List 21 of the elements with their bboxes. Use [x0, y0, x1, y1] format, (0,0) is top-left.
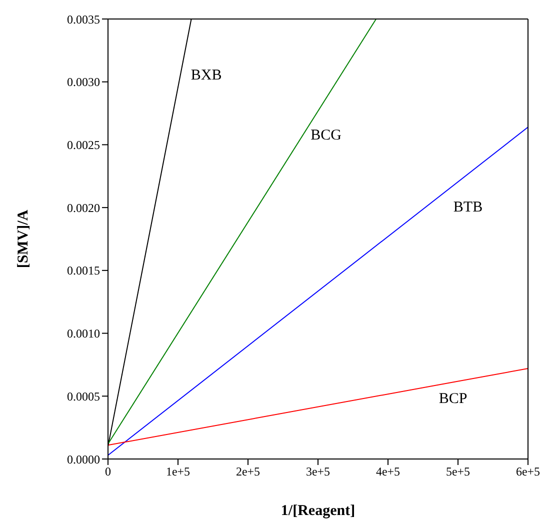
- y-tick-label: 0.0015: [67, 264, 100, 278]
- series-label: BTB: [453, 200, 483, 216]
- series-label: BXB: [190, 67, 222, 84]
- y-tick-label: 0.0000: [67, 452, 100, 466]
- x-tick-label: 1e+5: [166, 464, 190, 479]
- x-tick-label: 0: [105, 464, 111, 479]
- y-tick-label: 0.0010: [67, 326, 100, 341]
- x-tick-label: 3e+5: [306, 464, 330, 479]
- y-tick-label: 0.0030: [67, 75, 100, 90]
- y-tick-label: 0.0025: [67, 138, 100, 152]
- x-tick-label: 4e+5: [376, 464, 400, 479]
- y-tick-label: 0.0005: [67, 389, 100, 404]
- y-axis-title: [SMV]/A: [15, 210, 32, 268]
- series-label: BCP: [438, 390, 468, 407]
- x-tick-label: 6e+5: [516, 464, 540, 479]
- y-tick-label: 0.0035: [67, 12, 100, 26]
- y-tick-label: 0.0020: [67, 200, 100, 215]
- x-tick-label: 5e+5: [446, 464, 470, 479]
- series-label: BCG: [310, 127, 342, 144]
- x-axis-title: 1/[Reagent]: [280, 503, 356, 519]
- x-tick-label: 2e+5: [236, 464, 260, 479]
